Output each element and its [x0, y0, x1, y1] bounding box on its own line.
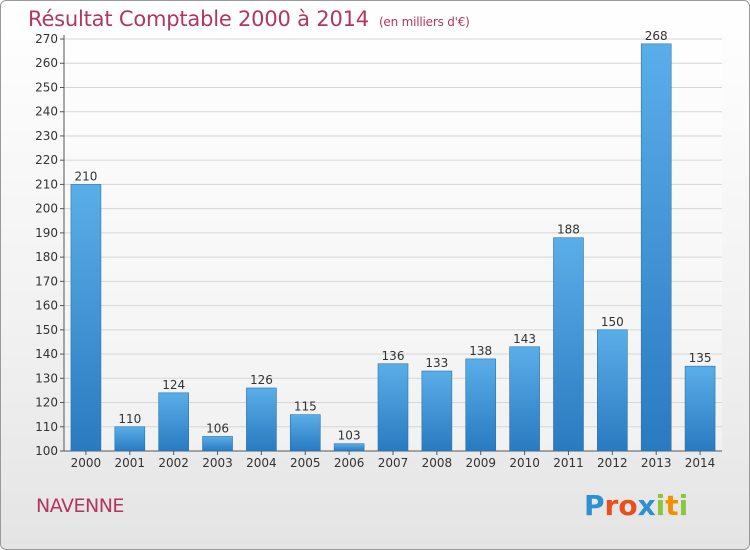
data-label: 135	[689, 351, 712, 365]
logo-letter: r	[604, 489, 619, 522]
x-tick-label: 2007	[378, 456, 409, 470]
bar	[377, 363, 409, 452]
logo-letter: i	[655, 489, 666, 522]
x-tick-label: 2000	[71, 456, 102, 470]
x-tick-label: 2010	[509, 456, 540, 470]
x-tick-label: 2003	[202, 456, 233, 470]
commune-name: NAVENNE	[36, 495, 124, 517]
y-tick-label: 200	[35, 202, 58, 216]
data-label: 103	[338, 429, 361, 443]
x-tick-label: 2012	[597, 456, 628, 470]
y-tick-label: 180	[35, 250, 58, 264]
bar	[289, 414, 321, 452]
y-tick-label: 240	[35, 105, 58, 119]
x-tick-label: 2008	[422, 456, 453, 470]
chart-subtitle: (en milliers d'€)	[378, 15, 470, 29]
y-tick-label: 230	[35, 129, 58, 143]
data-label: 188	[557, 223, 580, 237]
x-tick-label: 2001	[115, 456, 146, 470]
bar	[246, 387, 277, 452]
data-label: 115	[294, 400, 317, 414]
y-tick-label: 130	[35, 371, 58, 385]
logo-letter: i	[678, 489, 689, 522]
bar	[202, 436, 233, 452]
x-tick-label: 2004	[246, 456, 277, 470]
x-tick-label: 2014	[685, 456, 716, 470]
y-tick-label: 210	[35, 177, 58, 191]
data-label: 150	[601, 315, 624, 329]
x-tick-label: 2002	[158, 456, 189, 470]
logo-letter: o	[618, 489, 638, 522]
data-label: 106	[206, 421, 229, 435]
y-tick-label: 250	[35, 80, 58, 94]
x-tick-label: 2009	[465, 456, 496, 470]
bar	[114, 426, 146, 452]
bar	[70, 184, 102, 452]
x-tick-label: 2013	[641, 456, 672, 470]
data-label: 268	[645, 29, 668, 43]
bar	[465, 358, 497, 452]
y-tick-label: 140	[35, 347, 58, 361]
bar	[509, 346, 540, 452]
x-tick-label: 2005	[290, 456, 321, 470]
data-label: 136	[382, 349, 405, 363]
bar	[333, 443, 365, 452]
y-tick-label: 170	[35, 274, 58, 288]
y-tick-label: 220	[35, 153, 58, 167]
logo-letter: t	[665, 489, 679, 522]
data-label: 126	[250, 373, 273, 387]
y-tick-label: 270	[35, 32, 58, 46]
data-label: 133	[425, 356, 448, 370]
data-label: 110	[118, 412, 141, 426]
chart-title: Résultat Comptable 2000 à 2014 (en millie…	[28, 7, 470, 31]
data-label: 138	[469, 344, 492, 358]
data-label: 124	[162, 378, 185, 392]
bar	[553, 237, 584, 452]
bar	[158, 392, 189, 452]
proxiti-logo: Proxiti	[584, 489, 688, 522]
y-tick-label: 190	[35, 226, 58, 240]
title-text: Résultat Comptable 2000 à 2014	[28, 7, 369, 31]
y-tick-label: 100	[35, 444, 58, 458]
y-tick-label: 260	[35, 56, 58, 70]
y-tick-label: 160	[35, 299, 58, 313]
data-label: 210	[74, 169, 97, 183]
y-tick-label: 110	[35, 420, 58, 434]
x-tick-label: 2011	[553, 456, 584, 470]
bar	[684, 365, 716, 452]
logo-letter: P	[584, 489, 605, 522]
y-tick-label: 120	[35, 396, 58, 410]
bar	[640, 43, 672, 452]
bar	[597, 329, 628, 452]
logo-letter: x	[637, 489, 656, 522]
bar	[421, 370, 453, 452]
data-label: 143	[513, 332, 536, 346]
x-tick-label: 2006	[334, 456, 365, 470]
y-tick-label: 150	[35, 323, 58, 337]
